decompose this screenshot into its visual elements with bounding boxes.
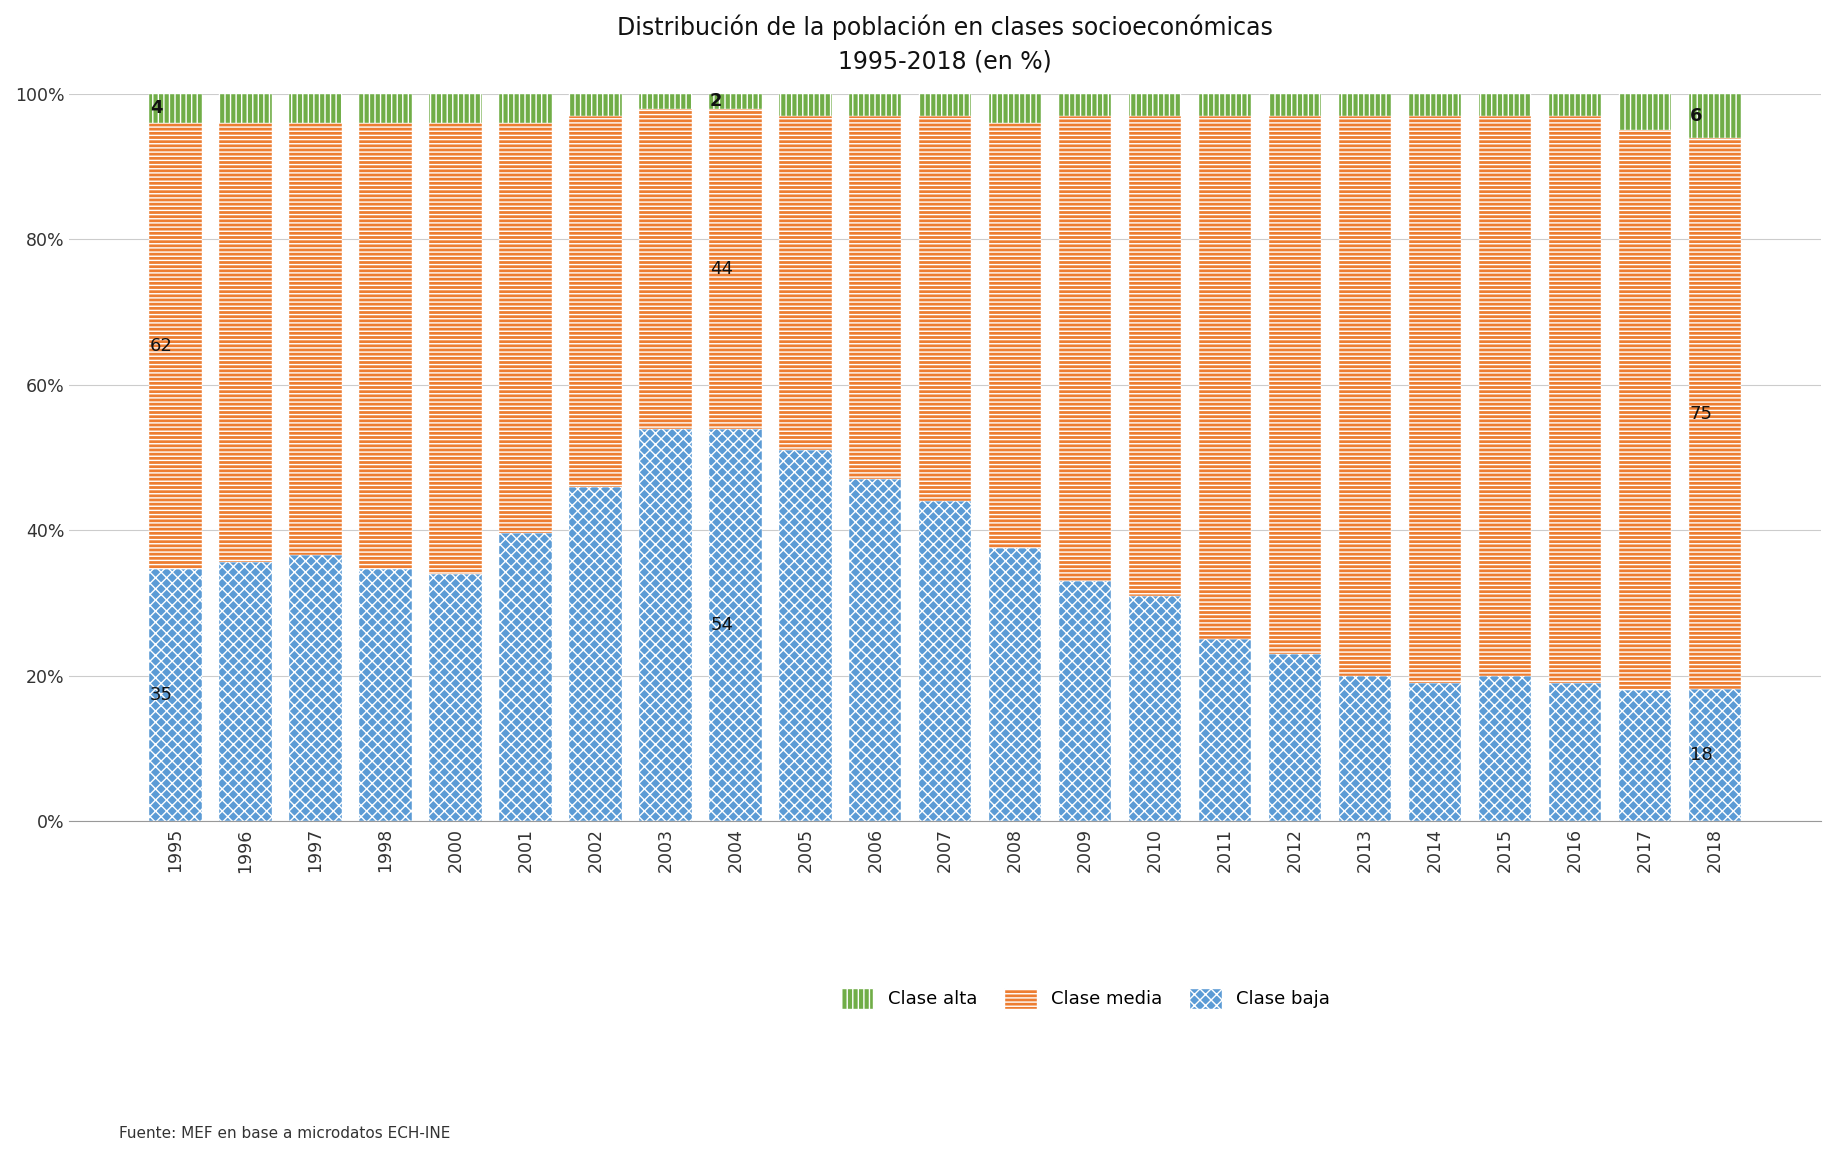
Bar <box>1480 94 1531 116</box>
Bar <box>639 94 692 109</box>
Text: 62: 62 <box>151 337 173 356</box>
Bar <box>1550 116 1601 683</box>
Bar <box>569 94 622 116</box>
Bar <box>499 94 551 123</box>
Bar <box>1269 116 1322 654</box>
Text: 35: 35 <box>151 687 173 704</box>
Bar <box>1408 94 1461 116</box>
Bar <box>709 94 762 109</box>
Bar <box>149 94 202 123</box>
Bar <box>990 548 1041 821</box>
Bar <box>288 123 341 555</box>
Text: 44: 44 <box>711 259 733 278</box>
Bar <box>149 570 202 821</box>
Bar <box>1129 596 1181 821</box>
Title: Distribución de la población en clases socioeconómicas
1995-2018 (en %): Distribución de la población en clases s… <box>617 15 1272 74</box>
Bar <box>709 109 762 428</box>
Bar <box>1619 131 1671 690</box>
Bar <box>1129 116 1181 596</box>
Bar <box>288 555 341 821</box>
Bar <box>360 123 411 570</box>
Bar <box>778 94 832 116</box>
Bar <box>1550 683 1601 821</box>
Text: 18: 18 <box>1689 746 1713 764</box>
Bar <box>1338 116 1392 676</box>
Bar <box>1550 94 1601 116</box>
Text: 2: 2 <box>711 93 723 110</box>
Bar <box>1059 116 1111 581</box>
Text: 6: 6 <box>1689 107 1702 125</box>
Bar <box>1199 639 1252 821</box>
Bar <box>639 428 692 821</box>
Bar <box>639 109 692 428</box>
Bar <box>1338 676 1392 821</box>
Bar <box>499 123 551 534</box>
Bar <box>1480 676 1531 821</box>
Bar <box>1619 94 1671 131</box>
Bar <box>1059 94 1111 116</box>
Bar <box>430 94 481 123</box>
Bar <box>360 570 411 821</box>
Bar <box>1689 94 1741 138</box>
Legend: Clase alta, Clase media, Clase baja: Clase alta, Clase media, Clase baja <box>834 981 1337 1016</box>
Bar <box>1480 116 1531 676</box>
Bar <box>920 501 971 821</box>
Bar <box>990 123 1041 548</box>
Bar <box>1689 138 1741 689</box>
Bar <box>1269 94 1322 116</box>
Bar <box>1619 690 1671 821</box>
Bar <box>218 123 272 562</box>
Bar <box>920 94 971 116</box>
Bar <box>1199 94 1252 116</box>
Bar <box>218 562 272 821</box>
Text: Fuente: MEF en base a microdatos ECH-INE: Fuente: MEF en base a microdatos ECH-INE <box>119 1126 450 1141</box>
Text: 54: 54 <box>711 616 733 633</box>
Bar <box>430 123 481 574</box>
Bar <box>848 479 901 821</box>
Bar <box>1129 94 1181 116</box>
Bar <box>709 428 762 821</box>
Bar <box>218 94 272 123</box>
Bar <box>430 574 481 821</box>
Bar <box>848 94 901 116</box>
Bar <box>1408 683 1461 821</box>
Bar <box>1269 654 1322 821</box>
Bar <box>1338 94 1392 116</box>
Text: 4: 4 <box>151 100 163 117</box>
Bar <box>569 116 622 486</box>
Bar <box>1059 581 1111 821</box>
Bar <box>149 123 202 570</box>
Bar <box>778 116 832 450</box>
Bar <box>920 116 971 501</box>
Text: 75: 75 <box>1689 404 1713 423</box>
Bar <box>1689 689 1741 821</box>
Bar <box>1408 116 1461 683</box>
Bar <box>1199 116 1252 639</box>
Bar <box>499 534 551 821</box>
Bar <box>288 94 341 123</box>
Bar <box>990 94 1041 123</box>
Bar <box>778 450 832 821</box>
Bar <box>360 94 411 123</box>
Bar <box>848 116 901 479</box>
Bar <box>569 486 622 821</box>
